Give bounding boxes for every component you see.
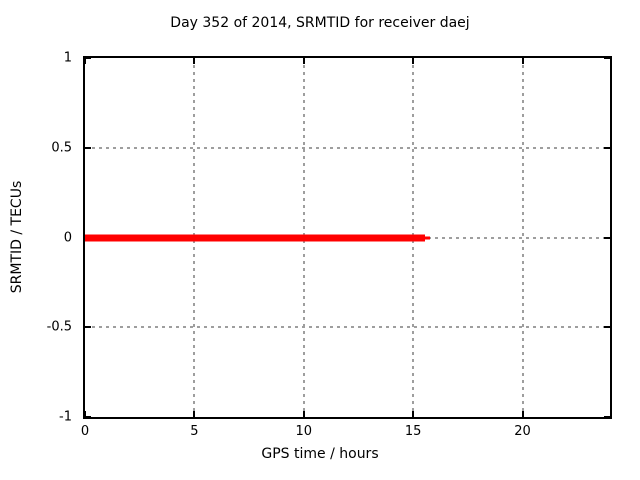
y-tick-mark-left [85, 146, 91, 149]
plot-area: 0 5 10 15 20 -1 -0.5 0 0.5 1 [47, 51, 612, 439]
y-tick-mark-right [604, 326, 610, 329]
y-tick-mark-left [85, 416, 91, 418]
y-tick-mark-right [604, 236, 610, 239]
x-tick-mark-bottom [193, 411, 196, 417]
y-tick-mark-left [85, 326, 91, 329]
x-tick-label: 20 [514, 424, 531, 439]
y-tick-mark-right [604, 57, 610, 59]
x-tick-mark-top [521, 58, 524, 64]
x-tick-mark-bottom [521, 411, 524, 417]
chart-title: Day 352 of 2014, SRMTID for receiver dae… [170, 15, 470, 31]
x-tick-mark-top [84, 58, 86, 64]
y-tick-label: 0.5 [51, 140, 72, 156]
y-tick-mark-right [604, 146, 610, 149]
x-tick-mark-top [302, 58, 305, 64]
y-gridline [85, 326, 610, 329]
x-axis-label: GPS time / hours [261, 446, 379, 462]
x-tick-label: 15 [404, 424, 422, 439]
series-srmtid-tail [425, 236, 431, 239]
y-tick-label: -0.5 [46, 319, 72, 335]
series-srmtid [85, 234, 426, 241]
x-tick-label: 5 [190, 424, 199, 439]
y-tick-label: -1 [59, 409, 72, 425]
y-gridline [85, 146, 610, 149]
y-tick-label: 0 [63, 230, 72, 245]
y-tick-mark-right [604, 416, 610, 418]
x-tick-mark-bottom [412, 411, 415, 417]
y-tick-mark-left [85, 57, 91, 59]
x-tick-mark-bottom [84, 411, 86, 417]
x-tick-mark-bottom [302, 411, 305, 417]
x-tick-mark-top [193, 58, 196, 64]
y-tick-label: 1 [63, 50, 72, 66]
x-tick-label: 0 [80, 424, 90, 439]
x-tick-mark-top [412, 58, 415, 64]
x-tick-label: 10 [295, 424, 313, 439]
y-axis-label: SRMTID / TECUs [9, 180, 25, 294]
